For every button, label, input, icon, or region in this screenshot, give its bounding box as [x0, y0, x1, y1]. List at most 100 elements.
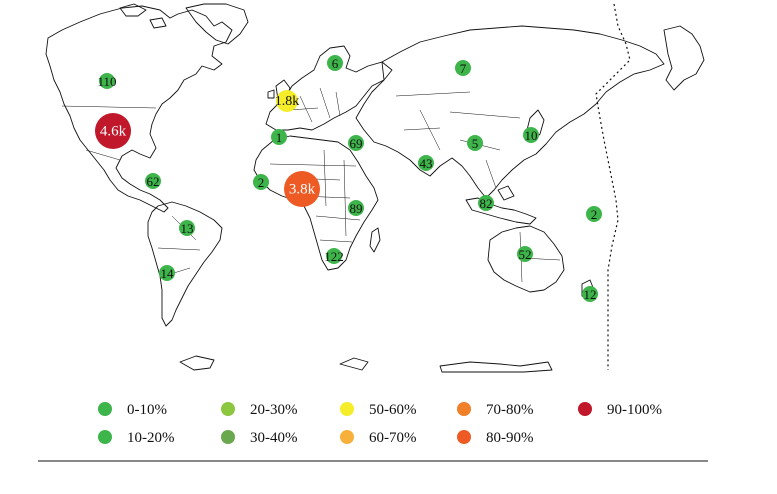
legend-label: 50-60% [369, 402, 417, 418]
world-outline [45, 3, 705, 373]
legend-swatch [221, 430, 235, 444]
marker-label: 82 [480, 196, 493, 211]
marker-north-africa[interactable]: 1 [271, 129, 287, 145]
marker-china[interactable]: 5 [467, 135, 483, 151]
marker-circle [179, 220, 195, 236]
legend-item: 20-30% [221, 402, 298, 418]
marker-circle [418, 155, 434, 171]
marker-label: 69 [350, 136, 363, 151]
marker-circle [586, 206, 602, 222]
marker-caribbean[interactable]: 62 [145, 173, 161, 189]
marker-circle [467, 135, 483, 151]
legend-swatch [98, 402, 112, 416]
marker-middle-east[interactable]: 69 [348, 135, 364, 151]
marker-australia[interactable]: 52 [517, 246, 533, 262]
legend-label: 80-90% [486, 430, 534, 446]
legend-swatch [457, 402, 471, 416]
marker-label: 10 [525, 128, 538, 143]
south-america-outline [147, 201, 223, 327]
marker-circle [348, 135, 364, 151]
marker-southeast-asia[interactable]: 82 [478, 195, 494, 211]
marker-brazil[interactable]: 13 [179, 220, 195, 236]
marker-circle [326, 248, 342, 264]
marker-label: 2 [591, 207, 598, 222]
legend: 0-10% 10-20% 20-30% 30-40% 50-60% 60-70% 70-80… [98, 402, 662, 446]
marker-united-states[interactable]: 4.6k [95, 113, 131, 149]
asia-outline [355, 25, 665, 199]
marker-label: 2 [258, 175, 265, 190]
us-mexico-border [85, 149, 121, 161]
marker-circle [145, 173, 161, 189]
legend-item: 90-100% [578, 402, 662, 418]
marker-scandinavia[interactable]: 6 [327, 55, 343, 71]
marker-label: 1 [276, 130, 283, 145]
marker-label: 3.8k [289, 182, 316, 198]
legend-item: 30-40% [221, 430, 298, 446]
marker-new-zealand[interactable]: 12 [582, 286, 598, 302]
legend-label: 10-20% [127, 430, 175, 446]
marker-japan[interactable]: 10 [523, 127, 539, 143]
legend-label: 0-10% [127, 402, 167, 418]
marker-circle [276, 90, 298, 112]
marker-nigeria[interactable]: 3.8k [284, 171, 320, 207]
marker-label: 122 [324, 249, 344, 264]
marker-label: 14 [161, 266, 175, 281]
marker-southern-africa[interactable]: 122 [324, 248, 344, 264]
europe-borders [289, 87, 341, 123]
marker-circle [95, 113, 131, 149]
marker-circle [517, 246, 533, 262]
marker-label: 62 [147, 174, 160, 189]
marker-south-asia[interactable]: 43 [418, 155, 434, 171]
marker-circle [271, 129, 287, 145]
marker-canada[interactable]: 110 [97, 73, 117, 89]
legend-swatch [98, 430, 112, 444]
marker-western-europe[interactable]: 1.8k [275, 90, 300, 112]
legend-swatch [578, 402, 592, 416]
marker-label: 89 [350, 201, 363, 216]
europe-outline [265, 45, 393, 131]
marker-label: 6 [332, 56, 339, 71]
marker-circle [99, 73, 115, 89]
madagascar-outline [369, 227, 381, 253]
marker-label: 110 [97, 74, 116, 89]
north-america-outline [45, 5, 233, 213]
marker-argentina[interactable]: 14 [159, 265, 175, 281]
legend-label: 70-80% [486, 402, 534, 418]
marker-circle [284, 171, 320, 207]
marker-label: 43 [420, 156, 433, 171]
antarctica-outline [179, 355, 553, 373]
marker-circle [478, 195, 494, 211]
marker-label: 52 [519, 247, 532, 262]
marker-pacific-islands[interactable]: 2 [586, 206, 602, 222]
marker-circle [455, 60, 471, 76]
legend-label: 90-100% [607, 402, 662, 418]
legend-label: 60-70% [369, 430, 417, 446]
marker-label: 7 [460, 61, 467, 76]
marker-west-africa[interactable]: 2 [253, 174, 269, 190]
marker-label: 12 [584, 287, 597, 302]
legend-label: 30-40% [250, 430, 298, 446]
marker-circle [159, 265, 175, 281]
arctic-islands-outline [119, 3, 167, 29]
marker-label: 4.6k [100, 124, 127, 140]
legend-item: 50-60% [340, 402, 417, 418]
legend-swatch [340, 430, 354, 444]
marker-circle [582, 286, 598, 302]
legend-item: 80-90% [457, 430, 534, 446]
marker-circle [348, 200, 364, 216]
marker-russia[interactable]: 7 [455, 60, 471, 76]
legend-label: 20-30% [250, 402, 298, 418]
marker-circle [253, 174, 269, 190]
markers-layer: 110 4.6k 62 13 14 1.8k 6 7 1 69 2 3.8k 89 122 43 5 10 82 2… [95, 55, 602, 302]
legend-item: 70-80% [457, 402, 534, 418]
marker-east-africa[interactable]: 89 [348, 200, 364, 216]
legend-swatch [340, 402, 354, 416]
legend-item: 60-70% [340, 430, 417, 446]
legend-item: 10-20% [98, 430, 175, 446]
legend-item: 0-10% [98, 402, 167, 418]
indonesia-outline [465, 185, 537, 225]
legend-swatch [457, 430, 471, 444]
marker-label: 1.8k [275, 94, 300, 109]
